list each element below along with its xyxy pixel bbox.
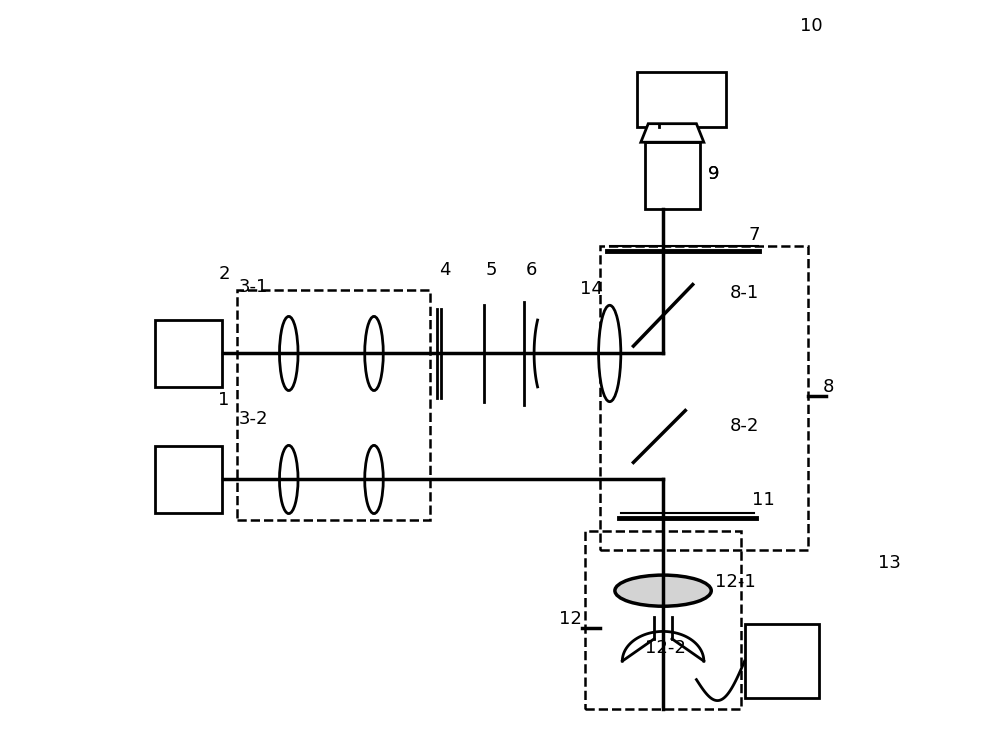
- Text: 2: 2: [218, 265, 230, 283]
- Bar: [645, 142, 700, 209]
- Text: 1: 1: [218, 391, 230, 409]
- Bar: [155, 446, 222, 513]
- Text: 12-1: 12-1: [715, 573, 756, 591]
- Text: 9: 9: [708, 165, 719, 183]
- Bar: [600, 246, 808, 550]
- Bar: [237, 290, 430, 520]
- Text: 4: 4: [439, 261, 451, 279]
- Text: 5: 5: [485, 261, 497, 279]
- Ellipse shape: [599, 305, 621, 402]
- Text: 8-2: 8-2: [730, 417, 759, 435]
- Text: 6: 6: [526, 261, 537, 279]
- Text: 8: 8: [822, 378, 834, 396]
- Polygon shape: [641, 124, 704, 142]
- Bar: [585, 531, 741, 709]
- Ellipse shape: [365, 316, 383, 391]
- Text: 8-1: 8-1: [730, 283, 759, 301]
- Text: 11: 11: [752, 491, 775, 509]
- Text: 7: 7: [748, 225, 760, 244]
- Bar: [155, 320, 222, 387]
- Ellipse shape: [279, 316, 298, 391]
- Text: 10: 10: [800, 17, 823, 35]
- Bar: [745, 624, 819, 698]
- Text: 3-1: 3-1: [239, 278, 268, 296]
- Text: 14: 14: [580, 280, 603, 298]
- Ellipse shape: [365, 446, 383, 513]
- Text: 13: 13: [878, 554, 901, 572]
- Ellipse shape: [615, 575, 711, 606]
- Text: 12: 12: [559, 610, 582, 628]
- Bar: [637, 72, 726, 127]
- Ellipse shape: [279, 446, 298, 513]
- Text: 3-2: 3-2: [239, 410, 269, 428]
- Text: 12-2: 12-2: [645, 639, 685, 658]
- Text: 9: 9: [708, 165, 719, 183]
